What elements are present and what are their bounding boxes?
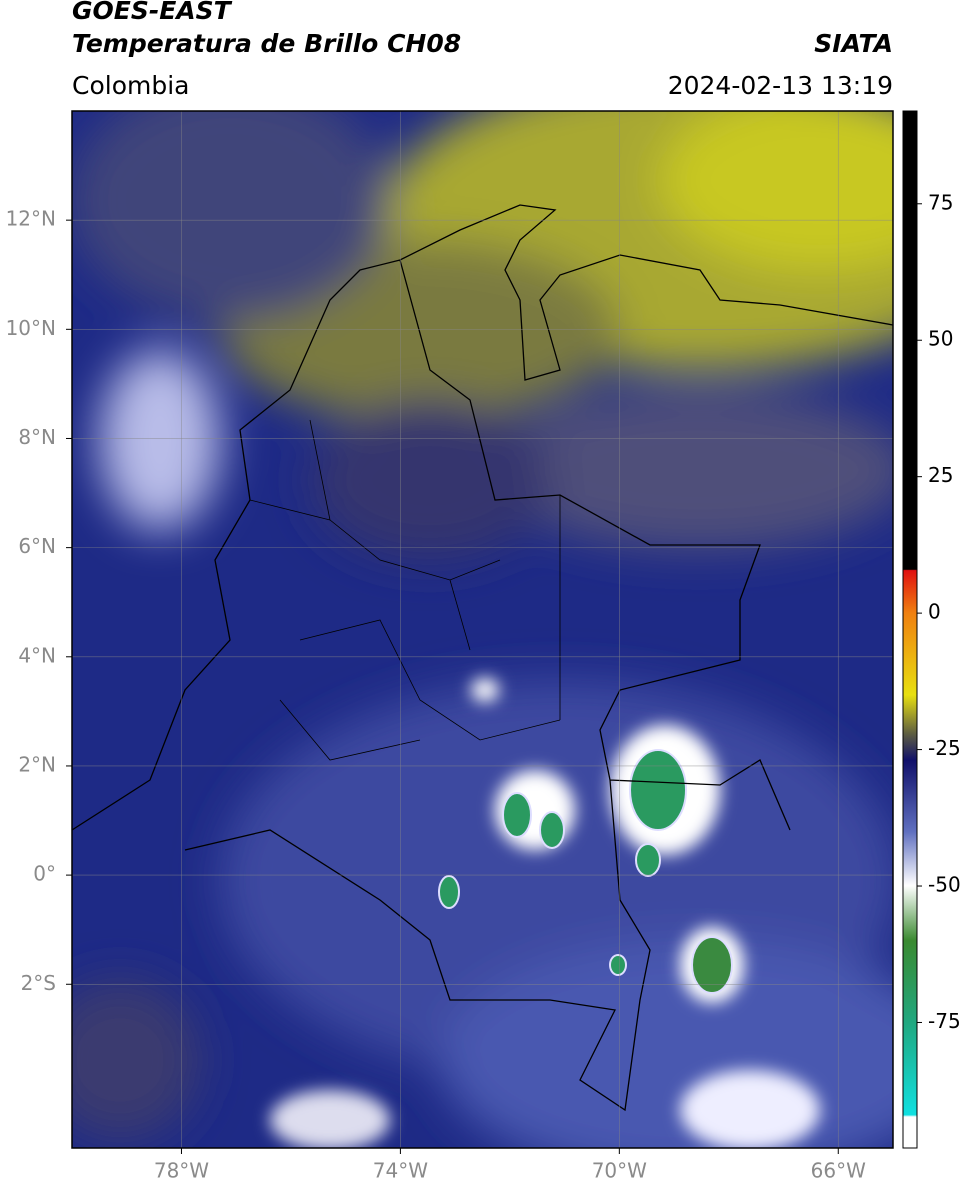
lat-tick-label: 4°N — [18, 643, 56, 667]
graticule — [66, 111, 893, 1154]
lat-tick-label: 0° — [33, 862, 56, 886]
lon-tick-label: 70°W — [592, 1159, 647, 1183]
lat-tick-label: 2°N — [18, 752, 56, 776]
satellite-image — [72, 111, 893, 1148]
lon-tick-label: 66°W — [811, 1159, 866, 1183]
colorbar-tick-label: 0 — [928, 600, 941, 624]
lon-tick-label: 78°W — [154, 1159, 209, 1183]
region: Colombia — [72, 71, 189, 100]
lat-tick-label: 6°N — [18, 534, 56, 558]
colorbar-tick-label: 50 — [928, 327, 953, 351]
colorbar-tick-label: -50 — [928, 873, 961, 897]
lat-tick-label: 12°N — [6, 207, 56, 231]
colorbar-tick-label: -25 — [928, 736, 961, 760]
title: GOES-EAST — [72, 0, 233, 25]
colorbar-tick-label: 75 — [928, 190, 953, 214]
lat-tick-label: 2°S — [21, 971, 56, 995]
map-frame — [71, 110, 894, 1149]
lon-tick-label: 74°W — [373, 1159, 428, 1183]
colorbar-tick-label: -75 — [928, 1009, 961, 1033]
lat-tick-label: 8°N — [18, 425, 56, 449]
subtitle: Temperatura de Brillo CH08 — [72, 29, 461, 58]
source: SIATA — [814, 29, 893, 58]
colorbar-tick-label: 25 — [928, 463, 953, 487]
lat-tick-label: 10°N — [6, 316, 56, 340]
datetime: 2024-02-13 13:19 — [668, 71, 893, 100]
colorbar — [902, 110, 918, 1149]
colorbar-ticks: 75 50 25 0 -25 -50 -75 — [917, 190, 961, 1033]
